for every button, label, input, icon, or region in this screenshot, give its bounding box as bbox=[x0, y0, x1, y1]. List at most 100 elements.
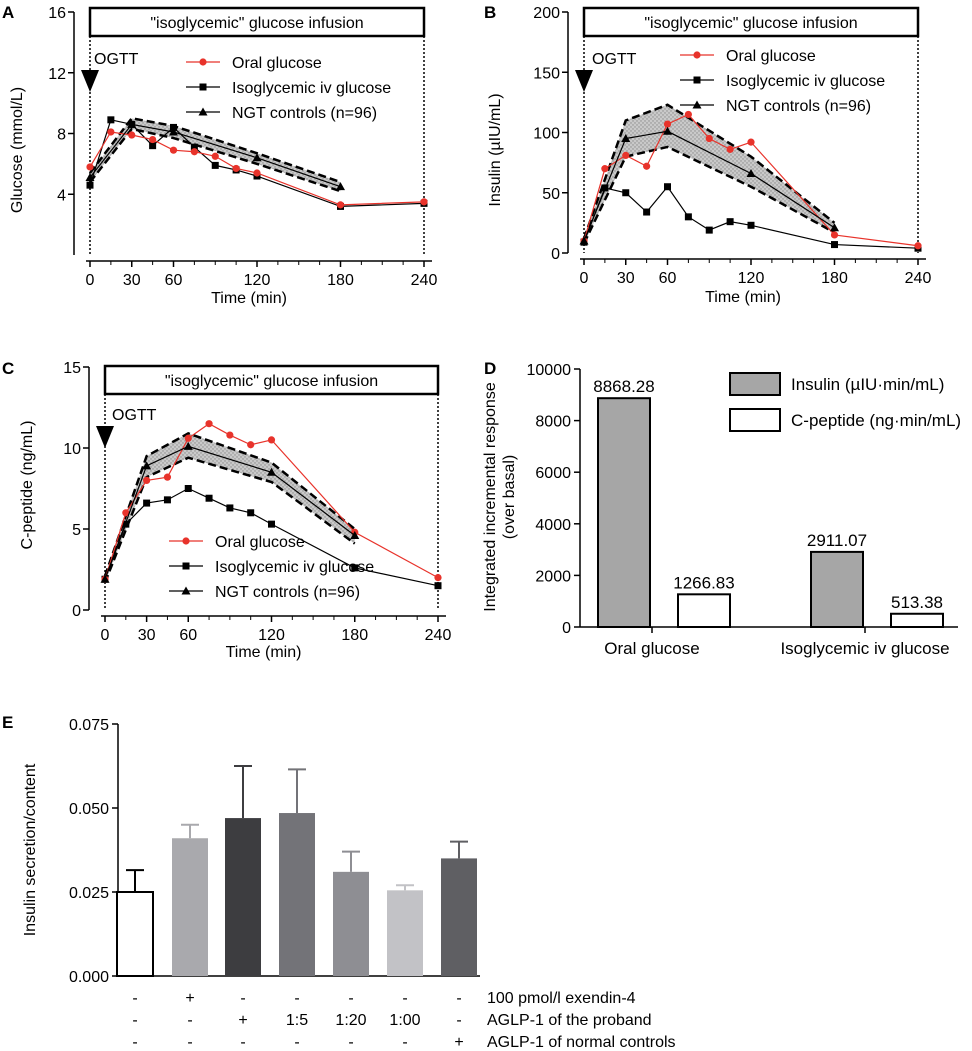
x-tick-label: 0 bbox=[101, 627, 110, 644]
y-axis-label: Insulin (µIU/mL) bbox=[487, 93, 504, 206]
panel-letter-b: B bbox=[484, 3, 496, 22]
iv-glucose-point bbox=[601, 184, 609, 192]
y-tick-label: 0 bbox=[551, 246, 560, 263]
oral-glucose-point bbox=[830, 231, 839, 239]
condition-mark: - bbox=[456, 990, 461, 1007]
legend-label: Isoglycemic iv glucose bbox=[726, 73, 885, 90]
bar-value-label: 8868.28 bbox=[593, 377, 654, 396]
y-axis-label: Glucose (mmol/L) bbox=[9, 87, 26, 213]
oral-glucose-point bbox=[232, 164, 240, 173]
condition-mark: - bbox=[132, 990, 137, 1007]
cpeptide-bar bbox=[677, 593, 731, 629]
panel-letter-a: A bbox=[2, 3, 14, 22]
legend-label: Isoglycemic iv glucose bbox=[215, 559, 374, 576]
condition-label: 100 pmol/l exendin-4 bbox=[487, 990, 636, 1007]
ogtt-label: OGTT bbox=[112, 407, 157, 424]
iv-glucose-point bbox=[107, 116, 115, 124]
y-tick-label: 0 bbox=[72, 603, 81, 620]
oral-glucose-point bbox=[169, 146, 178, 154]
iv-glucose-point bbox=[184, 485, 192, 492]
legend-label: Oral glucose bbox=[215, 534, 305, 551]
condition-mark: - bbox=[348, 990, 353, 1007]
infusion-banner-label: "isoglycemic" glucose infusion bbox=[150, 15, 363, 32]
ngt-control-point bbox=[336, 182, 345, 191]
ngt-control-point bbox=[830, 223, 839, 232]
condition-mark: - bbox=[456, 1012, 461, 1029]
ngt-control-point bbox=[169, 127, 178, 136]
secretion-bar bbox=[333, 871, 369, 976]
legend-label: Insulin (µIU·min/mL) bbox=[791, 375, 944, 394]
secretion-bar bbox=[441, 858, 477, 976]
y-tick-label: 8000 bbox=[535, 414, 571, 431]
oral-glucose-point bbox=[705, 134, 713, 143]
oral-glucose-point bbox=[622, 151, 630, 159]
condition-mark: 1:00 bbox=[389, 1012, 420, 1029]
oral-glucose-point bbox=[226, 431, 234, 439]
ngt-control-point bbox=[663, 126, 672, 135]
y-tick-label: 0.050 bbox=[69, 801, 109, 818]
y-tick-label: 50 bbox=[542, 186, 560, 203]
oral-glucose-point bbox=[107, 128, 115, 136]
condition-mark: - bbox=[348, 1034, 353, 1051]
panel-e-secretion-content-chart: 0.000 0.025 0.050 0.075 Insulin secretion/co… bbox=[22, 717, 676, 1051]
y-tick-label: 4 bbox=[57, 187, 66, 204]
ngt-control-point bbox=[142, 461, 152, 470]
oral-glucose-point bbox=[663, 120, 672, 128]
ngt-control-point bbox=[579, 236, 589, 245]
y-tick-label: 2000 bbox=[535, 568, 571, 585]
ngt-confidence-band bbox=[105, 433, 355, 583]
category-label: Isoglycemic iv glucose bbox=[780, 639, 949, 658]
panel-a-glucose-chart: "isoglycemic" glucose infusion OGTT 4 8 12 16… bbox=[9, 5, 437, 307]
oral-glucose-point bbox=[267, 436, 276, 444]
x-axis-label: Time (min) bbox=[211, 290, 287, 307]
ogtt-label: OGTT bbox=[592, 51, 637, 68]
oral-glucose-point bbox=[149, 135, 157, 144]
secretion-bar bbox=[172, 838, 208, 976]
y-tick-label: 10 bbox=[63, 441, 81, 458]
condition-mark: - bbox=[294, 1034, 299, 1051]
infusion-banner-box bbox=[88, 6, 426, 38]
y-tick-label: 100 bbox=[533, 126, 560, 143]
oral-glucose-point bbox=[726, 145, 734, 153]
iv-glucose-point bbox=[434, 582, 442, 590]
condition-mark: - bbox=[402, 1034, 407, 1051]
secretion-bar bbox=[116, 891, 154, 977]
iv-glucose-point bbox=[664, 183, 671, 191]
ngt-control-point bbox=[267, 467, 276, 476]
y-tick-label: 6000 bbox=[535, 465, 571, 482]
oral-glucose-point bbox=[211, 152, 219, 160]
condition-mark: - bbox=[240, 990, 245, 1007]
iv-glucose-point bbox=[351, 564, 359, 572]
ngt-control-point bbox=[746, 168, 756, 177]
ogtt-arrow-icon bbox=[575, 70, 593, 92]
y-tick-label: 12 bbox=[48, 66, 66, 83]
panel-letter-c: C bbox=[2, 359, 14, 378]
y-tick-label: 0 bbox=[562, 620, 571, 637]
condition-mark: - bbox=[240, 1034, 245, 1051]
oral-glucose-point bbox=[434, 574, 442, 582]
iv-glucose-point bbox=[86, 181, 94, 189]
x-tick-label: 240 bbox=[905, 270, 932, 287]
legend-square-marker bbox=[182, 562, 190, 570]
oral-glucose-point bbox=[643, 162, 651, 170]
legend-circle-marker bbox=[182, 537, 190, 545]
legend-triangle-marker bbox=[198, 107, 208, 116]
x-tick-label: 60 bbox=[179, 627, 197, 644]
condition-mark: - bbox=[294, 990, 299, 1007]
iv-glucose-point bbox=[226, 504, 234, 512]
x-tick-label: 120 bbox=[258, 627, 285, 644]
y-axis-label-line2: (over basal) bbox=[501, 455, 518, 539]
legend-circle-marker bbox=[693, 51, 701, 59]
x-tick-label: 60 bbox=[165, 272, 183, 289]
bar-value-label: 513.38 bbox=[891, 593, 943, 612]
bar-value-label: 1266.83 bbox=[673, 573, 734, 592]
x-tick-label: 180 bbox=[821, 270, 848, 287]
condition-mark: - bbox=[187, 1012, 192, 1029]
y-tick-label: 10000 bbox=[527, 362, 572, 379]
iv-glucose-point bbox=[622, 189, 630, 197]
condition-mark: - bbox=[132, 1012, 137, 1029]
iv-glucose-point bbox=[684, 213, 692, 221]
y-tick-label: 0.075 bbox=[69, 717, 109, 734]
y-tick-label: 150 bbox=[533, 65, 560, 82]
oral-glucose-point bbox=[336, 201, 345, 209]
